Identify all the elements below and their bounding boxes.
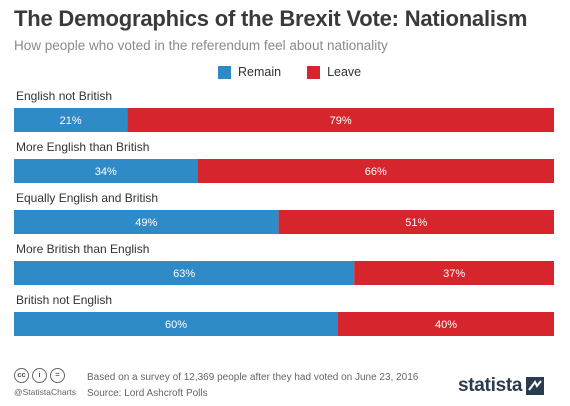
data-label-leave: 40% [435,319,457,331]
data-label-leave: 79% [330,115,352,127]
source-line: Source: Lord Ashcroft Polls [87,388,208,399]
cc-icon: cc [14,368,29,383]
data-label-leave: 37% [443,268,465,280]
statista-handle: @StatistaCharts [14,387,77,397]
data-label-leave: 66% [365,166,387,178]
bar-leave [127,108,555,132]
legend-label-leave: Leave [327,65,362,79]
data-label-remain: 49% [135,217,157,229]
data-label-remain: 63% [173,268,195,280]
logo-mark-icon [526,377,545,395]
legend-swatch-remain [218,65,231,79]
category-label: More British than English [16,242,149,256]
bar-leave [278,210,554,234]
bar-leave [197,159,554,183]
data-label-leave: 51% [405,217,427,229]
data-label-remain: 60% [165,319,187,331]
bar-remain [14,159,198,183]
category-label: Equally English and British [16,191,158,205]
bar-remain [14,210,279,234]
category-label: British not English [16,293,112,307]
category-label: English not British [16,89,112,103]
legend-item-remain: Remain [218,65,281,79]
survey-note: Based on a survey of 12,369 people after… [87,372,419,383]
chart-title: The Demographics of the Brexit Vote: Nat… [14,6,528,31]
data-label-remain: 21% [60,115,82,127]
bar-remain [14,312,338,336]
logo-text: statista [458,375,523,396]
legend-swatch-leave [307,65,321,79]
bar-remain [14,261,355,285]
chart-subtitle: How people who voted in the referendum f… [14,38,388,53]
legend-item-leave: Leave [307,65,361,79]
legend-label-remain: Remain [238,65,282,79]
category-label: More English than British [16,140,149,154]
attribution-icon: i [32,368,47,383]
bar-remain [14,108,128,132]
statista-logo[interactable]: statista [458,375,545,397]
data-label-remain: 34% [95,166,117,178]
chart-legend: Remain Leave [218,64,387,80]
bar-leave [354,261,554,285]
no-derivatives-icon: = [50,368,65,383]
license-icons: cc i = [14,368,68,383]
bar-leave [338,312,554,336]
